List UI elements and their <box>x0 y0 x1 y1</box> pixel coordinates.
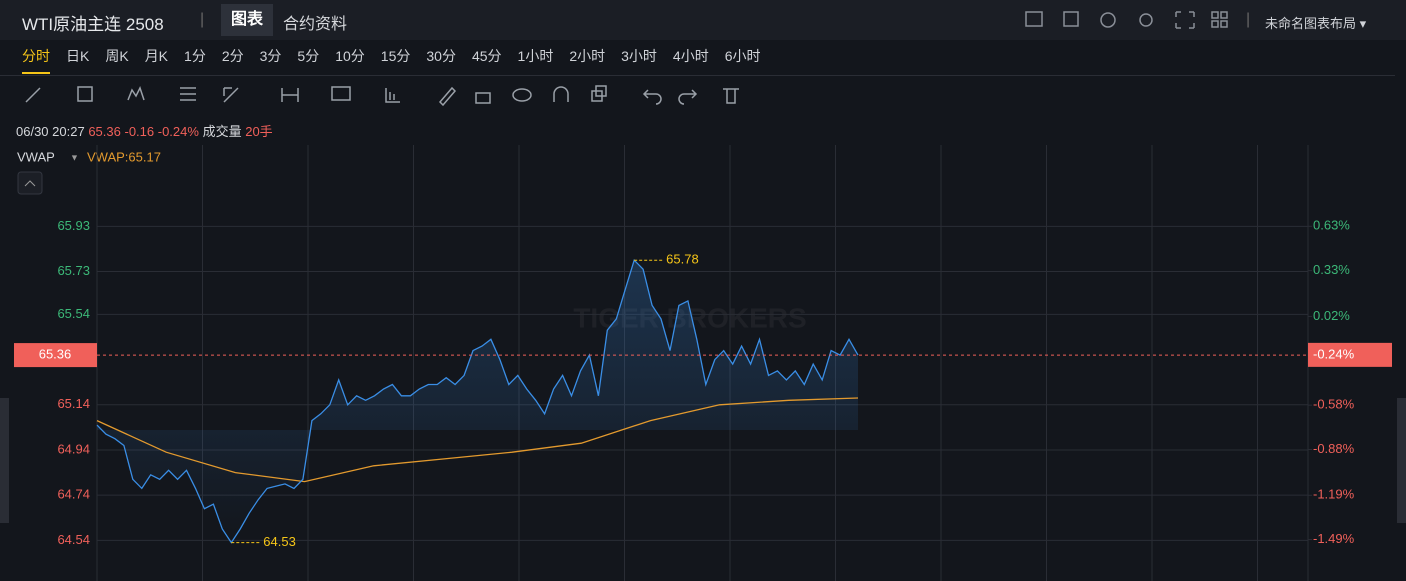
timeframes: 分时 日K 周K 月K 1分 2分 3分 5分 10分 15分 30分 45分 1小时 2小时 3小时 4小时… <box>14 44 769 74</box>
y2-tick-label: 0.02% <box>1313 308 1350 323</box>
timeframe[interactable]: 月K <box>144 48 169 64</box>
timeframe[interactable]: 2小时 <box>569 48 606 64</box>
y-tick-label: 65.73 <box>57 263 90 278</box>
indicator-name[interactable]: VWAP <box>17 149 55 164</box>
last-price-label: 65.36 <box>39 347 72 362</box>
timeframe[interactable]: 10分 <box>335 48 365 64</box>
volume: 20手 <box>245 124 273 139</box>
side-handle[interactable] <box>0 398 9 523</box>
layout-name: 未命名图表布局 <box>1265 16 1357 31</box>
tab[interactable]: 图表 <box>221 4 273 36</box>
top-icons <box>1025 11 1228 29</box>
last-price-box <box>14 343 97 368</box>
info-line: 06/30 20:27 65.36 -0.16 -0.24% 成交量 20手 <box>16 121 273 140</box>
y2-tick-label: 0.63% <box>1313 218 1350 233</box>
price: 65.36 <box>88 124 121 139</box>
timeframe[interactable]: 3小时 <box>621 48 657 64</box>
high-label: 65.78 <box>666 252 699 267</box>
indicator-value: VWAP:65.17 <box>87 149 161 164</box>
collapse-button[interactable] <box>17 171 43 195</box>
y2-tick-label: -0.58% <box>1313 397 1355 412</box>
top-bar: WTI原油主连 2508 | 图表 合约资料 | 未命名图表布局 ▾ <box>0 0 1406 40</box>
last-pct-label: -0.24% <box>1313 346 1355 361</box>
y-tick-label: 65.14 <box>57 396 90 411</box>
timeframe[interactable]: 周K <box>105 48 129 64</box>
price-line <box>96 258 859 544</box>
toolbar <box>25 85 739 106</box>
collapse-icon <box>24 180 36 187</box>
timeframe[interactable]: 30分 <box>426 48 456 64</box>
y-tick-label: 64.74 <box>57 487 90 502</box>
time: 06/30 20:27 <box>16 124 85 139</box>
title: WTI原油主连 2508 <box>22 15 164 34</box>
price-area <box>97 260 858 543</box>
last-pct-box <box>1308 342 1392 367</box>
timeframe[interactable]: 45分 <box>471 48 502 64</box>
change: -0.16 <box>124 124 155 139</box>
svg-text:▼: ▼ <box>70 152 79 162</box>
volume-label: 成交量 <box>202 124 242 139</box>
y2-tick-label: -1.19% <box>1313 487 1355 502</box>
layout-menu[interactable]: 未命名图表布局 ▾ <box>1265 16 1367 31</box>
y-tick-label: 65.54 <box>57 306 90 321</box>
timeframe[interactable]: 1小时 <box>517 48 554 64</box>
y2-tick-label: -0.88% <box>1313 441 1355 456</box>
vwap-line <box>96 397 859 483</box>
y-tick-label: 65.93 <box>57 218 90 233</box>
timeframe[interactable]: 日K <box>66 48 90 64</box>
y-tick-label: 64.54 <box>57 532 90 547</box>
timeframe[interactable]: 6小时 <box>724 48 761 64</box>
side-handle[interactable] <box>1397 398 1406 523</box>
low-label: 64.53 <box>263 534 296 549</box>
timeframe[interactable]: 1分 <box>184 48 206 64</box>
change-pct: -0.24% <box>157 124 199 139</box>
timeframe[interactable]: 分时 <box>22 44 50 74</box>
timeframe[interactable]: 5分 <box>297 48 320 64</box>
timeframe[interactable]: 4小时 <box>672 48 709 64</box>
tab[interactable]: 合约资料 <box>283 16 348 33</box>
timeframe[interactable]: 15分 <box>380 48 411 64</box>
y2-tick-label: 0.33% <box>1313 262 1350 277</box>
y-tick-label: 64.94 <box>57 441 90 456</box>
timeframe[interactable]: 3分 <box>259 48 282 64</box>
y2-tick-label: -1.49% <box>1313 531 1355 546</box>
timeframe[interactable]: 2分 <box>221 48 244 64</box>
